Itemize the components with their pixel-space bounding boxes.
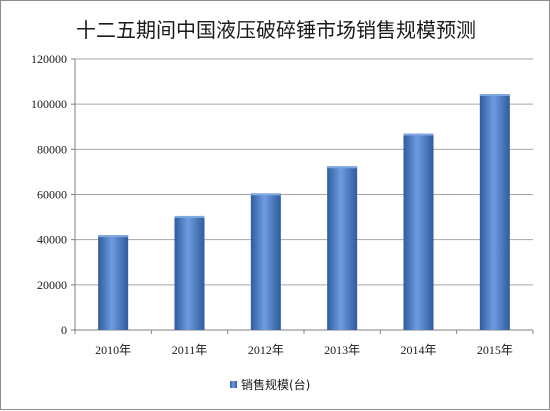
x-tick-label: 2012年 bbox=[248, 343, 284, 357]
bar bbox=[403, 133, 434, 330]
x-tick-labels: 2010年 2011年 2012年 2013年 2014年 2015年 bbox=[95, 343, 513, 357]
bar-top-cap bbox=[250, 193, 281, 196]
gridlines bbox=[75, 58, 533, 286]
bars bbox=[98, 94, 510, 330]
y-tick-label: 60000 bbox=[37, 188, 67, 202]
chart-title: 十二五期间中国液压破碎锤市场销售规模预测 bbox=[76, 18, 476, 42]
x-tick-label: 2010年 bbox=[95, 343, 131, 357]
x-tick-label: 2011年 bbox=[172, 343, 208, 357]
y-tick-label: 80000 bbox=[37, 142, 67, 156]
bar bbox=[327, 166, 358, 330]
y-tick-label: 0 bbox=[61, 323, 67, 337]
bar-top-cap bbox=[327, 166, 358, 169]
y-tick-label: 120000 bbox=[31, 52, 67, 66]
bar bbox=[98, 235, 129, 330]
x-tick-label: 2015年 bbox=[477, 343, 513, 357]
bar-top-cap bbox=[98, 235, 129, 238]
bar bbox=[250, 193, 281, 330]
legend-swatch bbox=[230, 381, 237, 388]
y-tick-label: 40000 bbox=[37, 233, 67, 247]
bar-top-cap bbox=[403, 133, 434, 136]
y-tick-labels: 0 20000 40000 60000 80000 100000 120000 bbox=[31, 52, 67, 337]
legend: 销售规模(台) bbox=[230, 377, 310, 392]
legend-label: 销售规模(台) bbox=[241, 377, 310, 392]
x-tick-label: 2013年 bbox=[324, 343, 360, 357]
y-tick-label: 20000 bbox=[37, 278, 67, 292]
y-tick-label: 100000 bbox=[31, 97, 67, 111]
bar-top-cap bbox=[479, 94, 510, 97]
bar bbox=[479, 94, 510, 330]
axes bbox=[71, 58, 534, 334]
x-tick-label: 2014年 bbox=[400, 343, 436, 357]
bar-top-cap bbox=[174, 215, 205, 218]
bar bbox=[174, 215, 205, 330]
